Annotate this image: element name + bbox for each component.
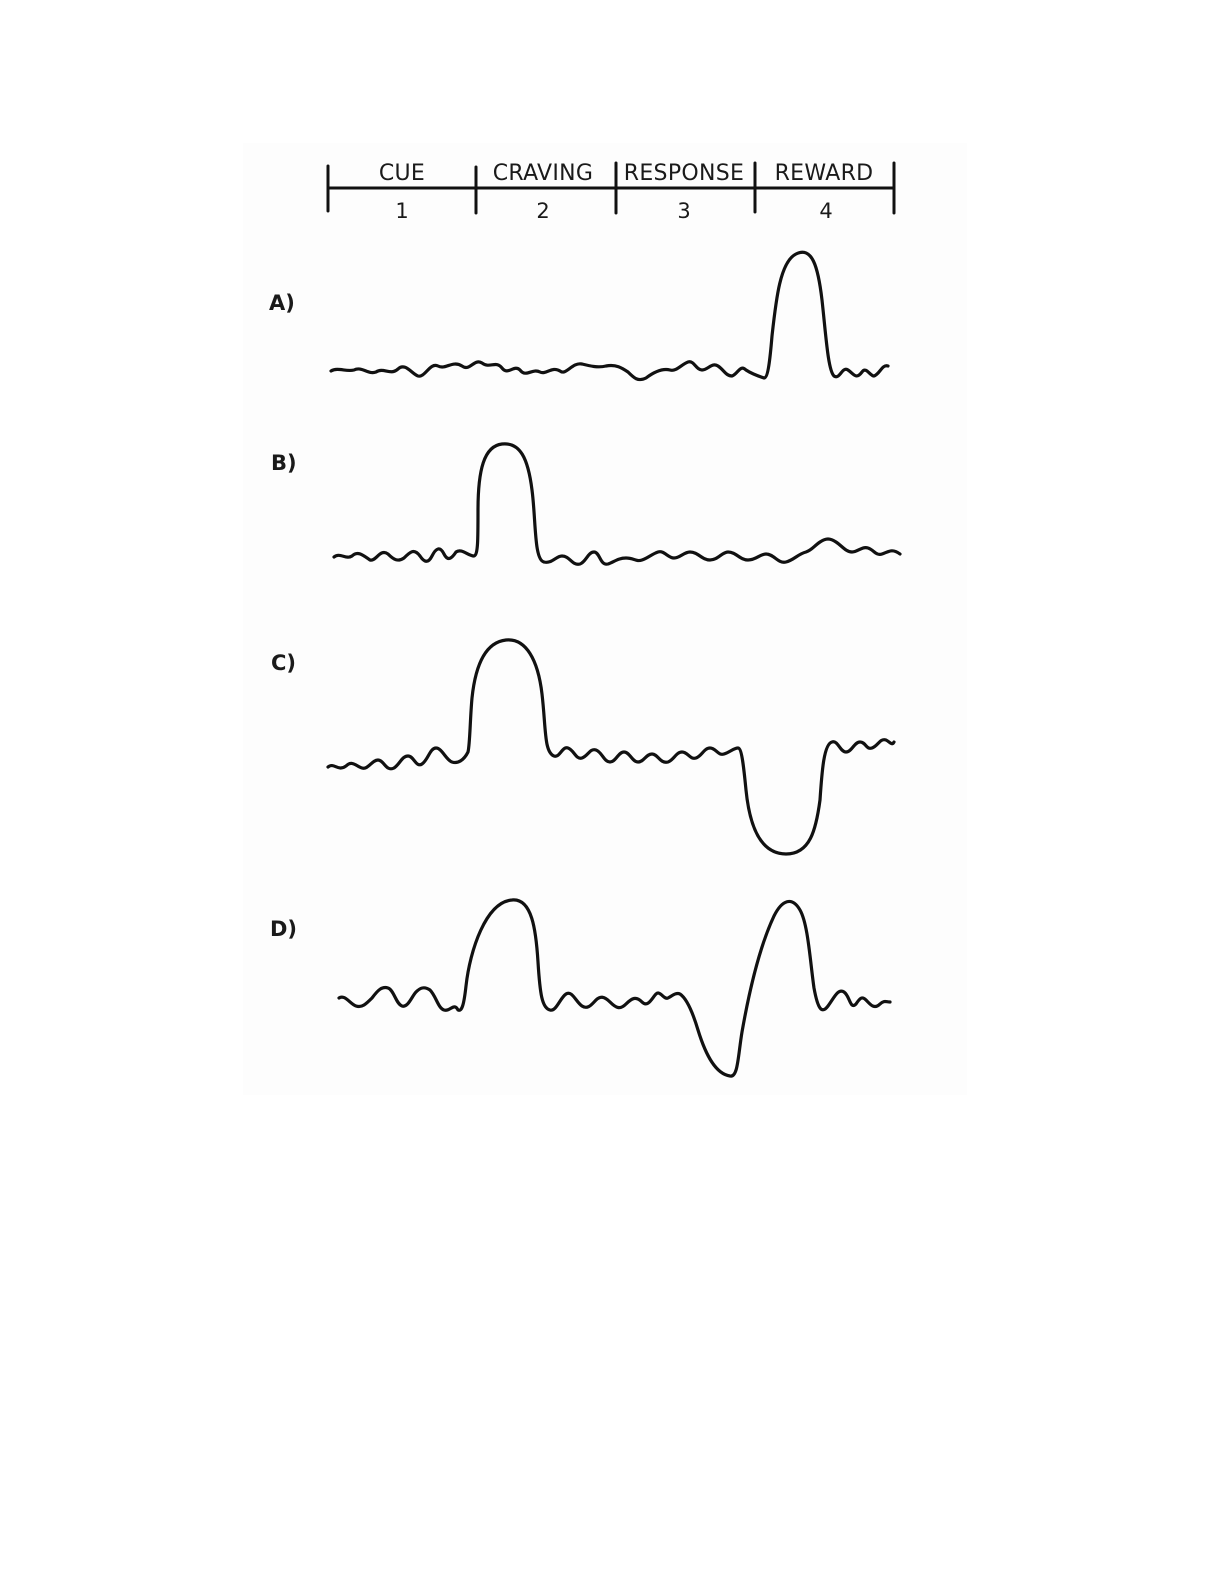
- stage-label-response: RESPONSE: [624, 161, 744, 186]
- trace-a: [329, 250, 890, 382]
- stage-number-3: 3: [677, 199, 690, 223]
- stage-label-craving: CRAVING: [493, 161, 594, 186]
- figure-panel: [243, 143, 967, 1095]
- stage-number-2: 2: [536, 199, 549, 223]
- row-label-c: C): [271, 651, 296, 675]
- row-label-a: A): [269, 291, 295, 315]
- stage-number-1: 1: [395, 199, 408, 223]
- stage-label-cue: CUE: [379, 161, 425, 186]
- stage-number-4: 4: [819, 199, 832, 223]
- trace-c: [326, 638, 896, 856]
- row-label-d: D): [270, 917, 297, 941]
- timeline-axis: [326, 161, 896, 215]
- trace-d: [337, 898, 892, 1078]
- stage-label-reward: REWARD: [775, 161, 874, 186]
- trace-b: [332, 442, 902, 566]
- row-label-b: B): [271, 451, 297, 475]
